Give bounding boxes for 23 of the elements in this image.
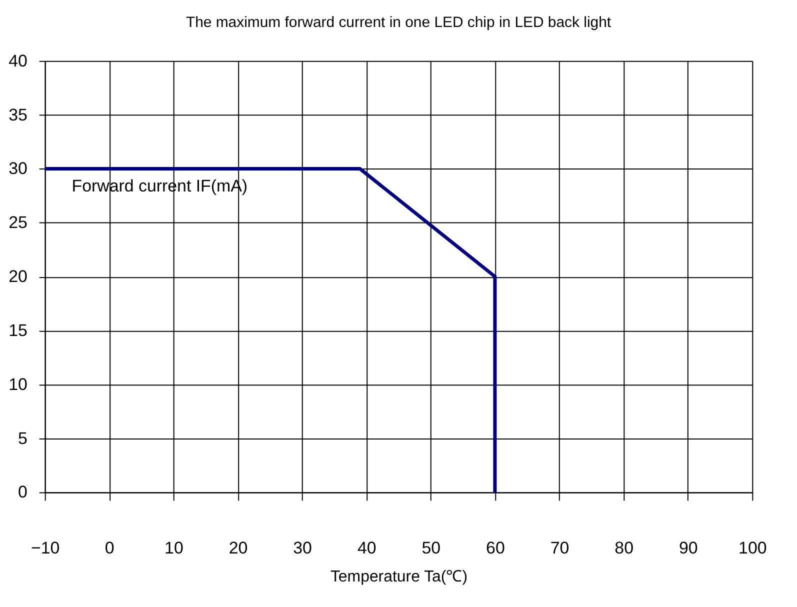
y-tick-label: 15	[8, 320, 28, 340]
x-tick-label: 90	[678, 538, 698, 558]
x-tick-label: 40	[357, 538, 376, 558]
x-tick-label: 10	[164, 538, 184, 558]
x-tick-label: 60	[486, 538, 505, 558]
y-tick-label: 25	[8, 213, 28, 232]
chart-title: The maximum forward current in one LED chip in LED back light	[186, 14, 612, 32]
x-tick-label: −10	[30, 538, 60, 558]
y-tick-label: 5	[18, 428, 28, 448]
x-tick-label: 50	[422, 538, 441, 558]
x-tick-label: 80	[614, 538, 634, 558]
x-tick-label: 70	[550, 538, 570, 558]
y-tick-label: 0	[18, 482, 28, 502]
y-tick-label: 30	[8, 159, 28, 178]
x-tick-label: 0	[104, 538, 114, 558]
x-tick-label: 100	[738, 538, 767, 558]
x-axis-title: Temperature Ta(℃)	[330, 568, 468, 586]
y-tick-label: 35	[8, 105, 28, 124]
y-tick-label: 10	[8, 374, 28, 394]
y-tick-label: 20	[8, 267, 28, 286]
y-tick-label: 40	[8, 51, 28, 70]
x-tick-label: 20	[228, 538, 248, 558]
x-tick-label: 30	[293, 538, 312, 558]
